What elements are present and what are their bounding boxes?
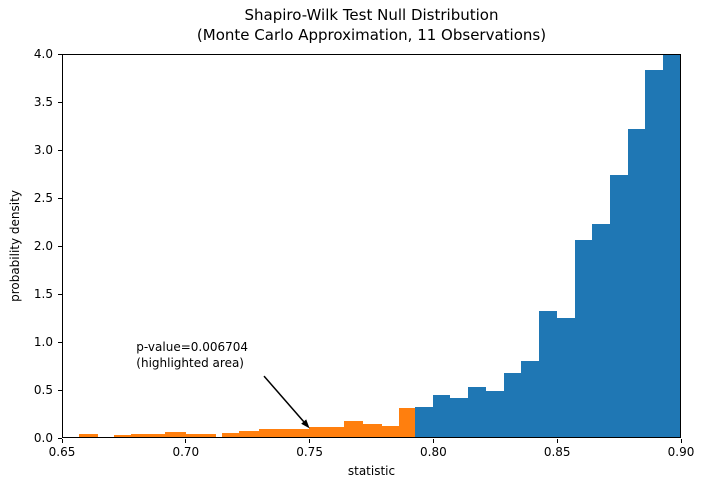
- histogram-bar-null-distribution: [645, 70, 664, 437]
- x-tick-label: 0.90: [667, 445, 695, 459]
- x-tick-label: 0.70: [172, 445, 200, 459]
- y-tick-mark: [58, 149, 62, 151]
- x-tick-label: 0.80: [420, 445, 447, 459]
- y-tick-mark: [58, 293, 62, 295]
- histogram-bar-null-distribution: [521, 360, 540, 437]
- histogram-bar-null-distribution: [414, 407, 433, 437]
- plot-area: [62, 54, 681, 438]
- y-tick-label: 0.0: [33, 431, 53, 445]
- histogram-bar-null-distribution: [663, 55, 680, 437]
- y-tick-label: 1.5: [33, 287, 53, 301]
- y-tick-mark: [58, 437, 62, 439]
- histogram-bar-highlighted-area: [381, 425, 399, 437]
- histogram-bar-highlighted-area: [222, 432, 240, 437]
- histogram-bar-null-distribution: [610, 175, 628, 437]
- histogram-bar-null-distribution: [539, 310, 557, 437]
- y-tick-mark: [58, 389, 62, 391]
- histogram-bar-highlighted-area: [363, 423, 382, 437]
- y-tick-label: 0.5: [33, 383, 53, 397]
- y-axis: 0.0 0.5 1.0 1.5 2.0 2.5 3.0 3.5 4.0: [0, 47, 62, 445]
- x-tick-mark: [432, 439, 434, 443]
- chart-title: Shapiro-Wilk Test Null Distribution (Mon…: [62, 5, 681, 45]
- histogram-bar-null-distribution: [556, 317, 575, 437]
- annotation-text: p-value=0.006704 (highlighted area): [136, 339, 248, 371]
- histogram-bar-null-distribution: [450, 397, 469, 437]
- y-tick-label: 2.5: [33, 191, 53, 205]
- x-tick-mark: [61, 439, 63, 443]
- y-tick-mark: [58, 101, 62, 103]
- y-tick-mark: [58, 341, 62, 343]
- x-tick-mark: [556, 439, 558, 443]
- y-tick-label: 1.0: [33, 335, 53, 349]
- histogram-bar-highlighted-area: [344, 420, 364, 437]
- histogram-bar-null-distribution: [503, 373, 522, 437]
- x-tick-mark: [185, 439, 187, 443]
- histogram-bar-highlighted-area: [239, 431, 259, 437]
- x-tick-label: 0.75: [296, 445, 323, 459]
- histogram-bar-highlighted-area: [78, 434, 98, 437]
- annotation-line2: (highlighted area): [136, 355, 244, 370]
- histogram-bar-highlighted-area: [308, 427, 345, 437]
- x-axis-label: statistic: [347, 464, 396, 478]
- x-tick-label: 0.85: [543, 445, 571, 459]
- y-tick-label: 3.5: [33, 95, 53, 109]
- annotation-line1: p-value=0.006704: [136, 339, 249, 354]
- x-axis: 0.65 0.70 0.75 0.80 0.85 0.90: [49, 438, 694, 462]
- histogram-bar-null-distribution: [592, 224, 611, 437]
- y-axis-label: probability density: [8, 190, 22, 302]
- y-tick-label: 2.0: [33, 239, 53, 253]
- x-tick-mark: [309, 439, 311, 443]
- histogram-bar-highlighted-area: [258, 429, 309, 437]
- x-tick-mark: [680, 439, 682, 443]
- chart-title-line2: (Monte Carlo Approximation, 11 Observati…: [196, 26, 547, 44]
- histogram-bar-highlighted-area: [114, 434, 132, 437]
- x-tick-label: 0.65: [48, 445, 76, 459]
- y-tick-mark: [58, 53, 62, 55]
- y-tick-mark: [58, 197, 62, 199]
- histogram-bar-highlighted-area: [398, 408, 415, 437]
- y-tick-label: 3.0: [33, 143, 53, 157]
- histogram-bar-null-distribution: [627, 128, 646, 437]
- histogram-bar-null-distribution: [574, 240, 593, 437]
- y-tick-mark: [58, 245, 62, 247]
- histogram-bar-null-distribution: [432, 394, 451, 437]
- histogram-bar-null-distribution: [468, 387, 486, 437]
- histogram-bar-highlighted-area: [164, 431, 186, 437]
- chart-title-line1: Shapiro-Wilk Test Null Distribution: [244, 6, 499, 24]
- y-tick-label: 4.0: [33, 47, 53, 61]
- histogram-bar-null-distribution: [485, 391, 504, 437]
- histogram-bar-highlighted-area: [131, 434, 165, 437]
- histogram-bar-highlighted-area: [185, 434, 216, 437]
